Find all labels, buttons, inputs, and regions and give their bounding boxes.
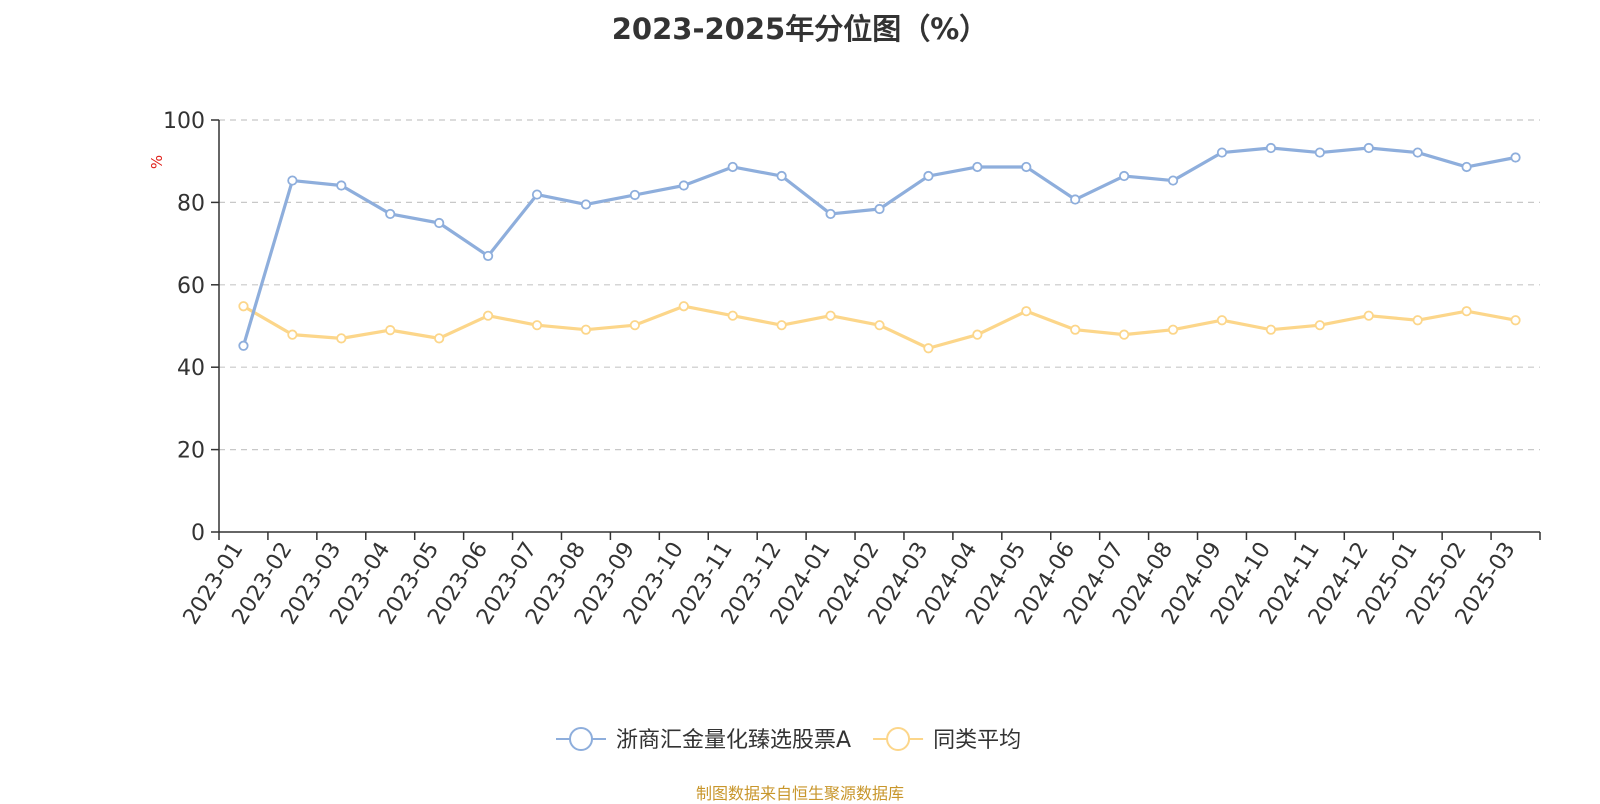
data-point bbox=[336, 333, 347, 344]
series-lines bbox=[238, 142, 1521, 354]
data-point bbox=[923, 343, 934, 354]
data-point bbox=[1119, 170, 1130, 182]
data-point bbox=[727, 310, 738, 321]
legend-label: 同类平均 bbox=[933, 728, 1021, 753]
y-tick-label: 100 bbox=[163, 109, 205, 134]
data-point bbox=[1314, 320, 1325, 331]
legend-swatch-marker bbox=[886, 727, 911, 751]
data-point bbox=[629, 189, 640, 201]
y-tick-label: 80 bbox=[177, 191, 205, 216]
data-point bbox=[434, 333, 445, 344]
data-point bbox=[482, 310, 494, 321]
y-tick-label: 0 bbox=[191, 521, 205, 546]
data-point bbox=[1461, 306, 1472, 317]
data-point bbox=[1363, 310, 1374, 321]
grid-lines bbox=[219, 119, 1540, 451]
data-point bbox=[874, 203, 885, 215]
legend-swatch-marker bbox=[569, 727, 593, 751]
percentile-line-chart: 020406080100%2023-012023-022023-032023-0… bbox=[148, 109, 1541, 753]
data-point bbox=[238, 301, 249, 312]
data-point bbox=[1363, 142, 1374, 154]
data-point bbox=[1412, 147, 1423, 158]
data-point bbox=[1021, 306, 1032, 317]
data-point bbox=[727, 161, 738, 173]
data-point bbox=[776, 170, 787, 182]
data-point bbox=[1510, 152, 1521, 163]
data-point bbox=[580, 324, 592, 335]
data-point bbox=[776, 320, 787, 331]
data-point bbox=[1216, 147, 1228, 158]
data-point bbox=[1412, 315, 1423, 326]
data-point bbox=[1265, 142, 1277, 154]
legend-label: 浙商汇金量化臻选股票A bbox=[616, 728, 851, 753]
data-point bbox=[238, 340, 249, 351]
data-point bbox=[336, 180, 347, 191]
series-line bbox=[241, 146, 1516, 347]
data-point bbox=[434, 217, 445, 229]
y-tick-label: 40 bbox=[177, 356, 205, 381]
data-point bbox=[385, 208, 396, 220]
data-point bbox=[1119, 329, 1130, 340]
data-point bbox=[678, 180, 689, 191]
data-point bbox=[1070, 194, 1081, 205]
data-point bbox=[287, 175, 298, 186]
data-point bbox=[1021, 161, 1032, 173]
data-point bbox=[972, 161, 983, 173]
data-point bbox=[1510, 315, 1521, 326]
data-point bbox=[923, 170, 934, 182]
data-point bbox=[1216, 315, 1228, 326]
data-point bbox=[1167, 175, 1179, 186]
legend: 浙商汇金量化臻选股票A 同类平均 bbox=[556, 727, 1021, 753]
data-point bbox=[1070, 324, 1081, 335]
data-point bbox=[1265, 324, 1277, 335]
y-tick-label: 60 bbox=[177, 274, 205, 299]
data-point bbox=[1461, 161, 1472, 173]
data-point bbox=[629, 320, 640, 331]
axes: 020406080100%2023-012023-022023-032023-0… bbox=[148, 109, 1541, 629]
chart-title: 2023-2025年分位图（%） bbox=[611, 12, 989, 46]
data-point bbox=[531, 320, 543, 331]
data-point bbox=[678, 301, 689, 312]
data-point bbox=[972, 329, 983, 340]
data-point bbox=[580, 199, 592, 210]
y-tick-label: 20 bbox=[177, 439, 205, 464]
data-source-note: 制图数据来自恒生聚源数据库 bbox=[695, 784, 904, 803]
data-point bbox=[385, 325, 396, 336]
data-point bbox=[1314, 147, 1325, 158]
data-point bbox=[482, 250, 494, 262]
data-point bbox=[825, 208, 836, 220]
data-point bbox=[287, 329, 298, 340]
data-point bbox=[874, 320, 885, 331]
data-point bbox=[1167, 324, 1179, 335]
data-point bbox=[825, 310, 836, 321]
y-axis-unit-label: % bbox=[148, 155, 166, 169]
data-point bbox=[531, 189, 543, 200]
